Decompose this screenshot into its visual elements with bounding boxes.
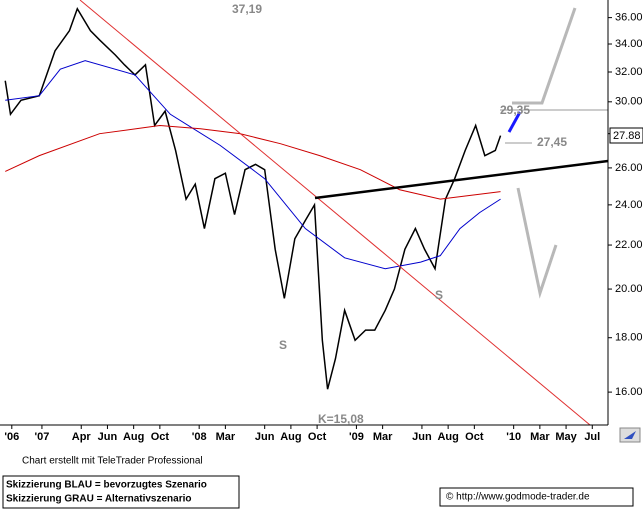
annotation: K=15,08: [318, 412, 364, 426]
blue-scenario: [507, 111, 522, 133]
plot-area: 16.0018.0020.0022.0024.0026.0028.0030.00…: [4, 6, 643, 443]
y-tick-label: 20.00: [615, 283, 643, 295]
series-line: [5, 60, 501, 270]
x-tick-label: Aug: [280, 431, 301, 443]
x-tick-label: Apr: [72, 431, 92, 443]
x-tick-label: Oct: [465, 431, 484, 443]
gray-scenario: [512, 7, 577, 105]
series-line: [4, 6, 502, 390]
annotation: 27,45: [537, 135, 567, 149]
x-tick-label: '06: [4, 431, 19, 443]
x-tick-label: '07: [35, 431, 50, 443]
last-price: 27.88: [613, 130, 641, 142]
y-tick-label: 16.00: [615, 386, 643, 398]
y-tick-label: 36.00: [615, 12, 643, 24]
x-tick-label: '08: [192, 431, 207, 443]
credit: Chart erstellt mit TeleTrader Profession…: [22, 456, 203, 467]
x-tick-label: Jul: [584, 431, 600, 443]
annotation: 29,35: [500, 103, 530, 117]
x-tick-label: '09: [349, 431, 364, 443]
annotation: S: [435, 288, 443, 302]
x-tick-label: Aug: [123, 431, 144, 443]
source: © http://www.godmode-trader.de: [446, 492, 590, 503]
x-tick-label: '10: [506, 431, 521, 443]
x-tick-label: Mar: [216, 431, 236, 443]
scroll-icon: [624, 431, 636, 439]
y-tick-label: 22.00: [615, 239, 643, 251]
y-tick-label: 34.00: [615, 38, 643, 50]
y-tick-label: 32.00: [615, 66, 643, 78]
annotation: S: [279, 338, 287, 352]
x-tick-label: Jun: [412, 431, 432, 443]
source-box: [439, 487, 634, 507]
neckline: [314, 159, 609, 200]
x-tick-label: Mar: [530, 431, 550, 443]
y-tick-label: 24.00: [615, 199, 643, 211]
x-tick-label: Oct: [151, 431, 170, 443]
gray-scenario: [516, 187, 558, 299]
y-tick-label: 30.00: [615, 96, 643, 108]
series-line: [5, 124, 501, 200]
x-tick-label: Aug: [437, 431, 458, 443]
legend-text: Skizzierung BLAU = bevorzugtes Szenario: [6, 480, 207, 491]
y-tick-label: 18.00: [615, 332, 643, 344]
legend-box: [2, 475, 240, 509]
trend-line: [79, 0, 591, 426]
x-tick-label: May: [555, 431, 577, 443]
x-tick-label: Jun: [98, 431, 118, 443]
x-tick-label: Jun: [255, 431, 275, 443]
annotation: 37,19: [232, 2, 262, 16]
legend-text: Skizzierung GRAU = Alternativszenario: [6, 494, 192, 505]
x-tick-label: Mar: [373, 431, 393, 443]
last-price-box: [609, 127, 643, 144]
y-tick-label: 26.00: [615, 162, 643, 174]
x-tick-label: Oct: [308, 431, 327, 443]
